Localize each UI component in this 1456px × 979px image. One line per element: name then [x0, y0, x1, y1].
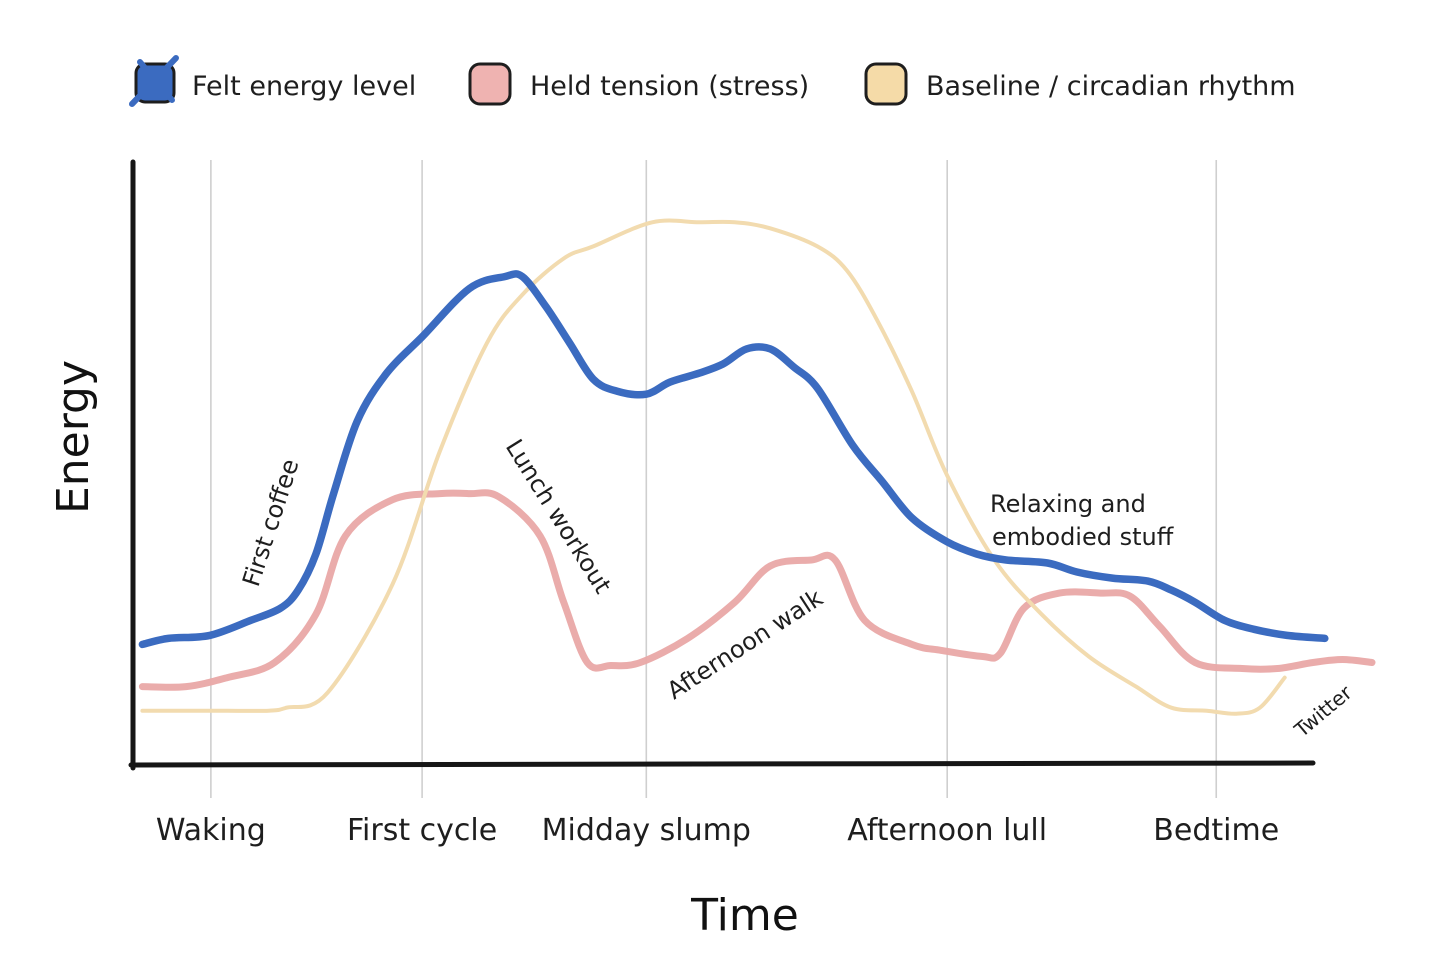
legend-label-held-tension: Held tension (stress)	[530, 71, 809, 102]
annotation-afternoon-walk: Afternoon walk	[662, 584, 828, 705]
series-line-baseline-circadian-rhythm	[140, 218, 1287, 716]
x-axis	[128, 760, 1316, 768]
legend: Felt energy level Held tension (stress) …	[129, 55, 1296, 107]
annotations: First coffee Lunch workout Afternoon wal…	[237, 434, 1357, 742]
annotation-twitter: Twitter	[1289, 680, 1357, 743]
legend-label-baseline: Baseline / circadian rhythm	[926, 71, 1296, 102]
annotation-first-coffee: First coffee	[237, 456, 304, 590]
legend-label-felt-energy: Felt energy level	[192, 71, 416, 102]
annotation-relaxing-line1: Relaxing and	[990, 490, 1146, 518]
legend-swatch-baseline	[864, 62, 908, 106]
legend-item-felt-energy: Felt energy level	[129, 55, 416, 107]
x-tick-label-bedtime: Bedtime	[1153, 813, 1279, 848]
x-tick-label-waking: Waking	[156, 813, 266, 848]
legend-item-held-tension: Held tension (stress)	[468, 62, 809, 106]
legend-swatch-held-tension	[468, 62, 512, 106]
x-tick-labels: Waking First cycle Midday slump Afternoon l…	[156, 813, 1279, 848]
x-tick-label-midday-slump: Midday slump	[542, 813, 751, 848]
x-axis-title: Time	[690, 890, 799, 941]
y-axis-title: Energy	[48, 360, 99, 514]
annotation-relaxing-line2: embodied stuff	[992, 523, 1174, 551]
x-tick-label-first-cycle: First cycle	[347, 813, 497, 848]
series-lines	[138, 218, 1376, 716]
series-line-held-tension-stress	[138, 489, 1376, 691]
scribble-icon	[129, 55, 179, 107]
x-tick-label-afternoon-lull: Afternoon lull	[847, 813, 1047, 848]
gridlines	[210, 160, 1218, 798]
legend-item-baseline: Baseline / circadian rhythm	[864, 62, 1296, 106]
series-line-felt-energy-level	[138, 270, 1329, 649]
